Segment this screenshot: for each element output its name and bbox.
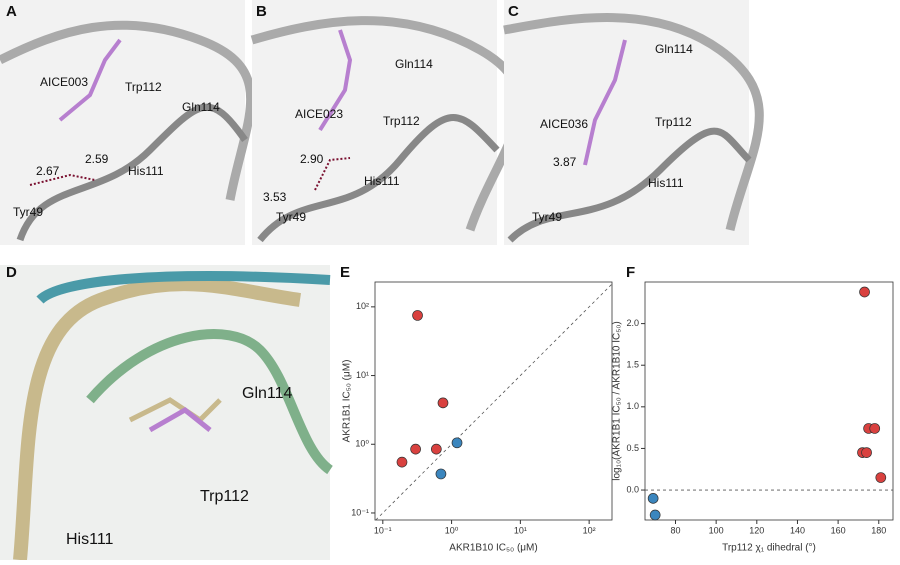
- residue-label: Tyr49: [532, 210, 562, 224]
- distance-label: 3.53: [263, 190, 287, 204]
- residue-label: Tyr49: [276, 210, 306, 224]
- x-tick-label: 10¹: [514, 525, 527, 535]
- x-axis-label: AKR1B10 IC₅₀ (μM): [449, 543, 537, 554]
- x-tick-label: 120: [749, 525, 764, 535]
- identity-line: [375, 283, 613, 521]
- structure-c: [503, 0, 764, 245]
- y-tick-label: 10⁰: [355, 439, 369, 449]
- y-tick-label: 1.0: [626, 401, 639, 411]
- data-point: [875, 472, 887, 483]
- chart: E 10⁻¹ 10⁰ 10¹ 10² 10⁻¹ 10⁰ 10¹ 10² AKR1B10 IC₅₀ …: [340, 264, 613, 554]
- residue-label: His111: [128, 164, 164, 178]
- data-point: [435, 468, 447, 480]
- y-axis-label: log₁₀(AKR1B1 IC₅₀ / AKR1B10 IC₅₀): [612, 321, 623, 481]
- x-tick-label: 140: [790, 525, 805, 535]
- molecule-label: AICE003: [40, 75, 88, 89]
- distance-label: 2.90: [300, 152, 324, 166]
- residue-label: Trp112: [125, 80, 162, 94]
- y-tick-label: 2.0: [626, 318, 639, 328]
- x-tick-label: 160: [831, 525, 846, 535]
- panel-label: C: [508, 3, 519, 20]
- data-point: [869, 423, 881, 434]
- x-tick-label: 180: [871, 525, 886, 535]
- x-axis-label: Trp112 χ₁ dihedral (°): [722, 543, 816, 554]
- residue-label: Trp112: [383, 114, 420, 128]
- distance-label: 2.67: [36, 164, 60, 178]
- y-tick-label: 10⁻¹: [351, 507, 369, 517]
- structure-d: [0, 265, 334, 561]
- y-axis-label: AKR1B1 IC₅₀ (μM): [342, 360, 353, 443]
- panel-a-labels: A AICE003 Trp112 Gln114 2.67 2.59 His111…: [6, 3, 220, 219]
- y-tick-label: 10¹: [356, 370, 369, 380]
- panel-b-labels: B AICE023 Gln114 Trp112 3.53 2.90 His111…: [256, 3, 433, 224]
- panel-label: E: [340, 264, 350, 281]
- data-point: [649, 509, 661, 521]
- residue-label: Trp112: [200, 488, 249, 505]
- panel-label: F: [626, 264, 635, 281]
- residue-label: His111: [364, 174, 400, 188]
- plot-frame: [644, 281, 894, 521]
- data-point: [859, 286, 870, 298]
- x-tick-label: 10²: [583, 525, 596, 535]
- panel-c-labels: C AICE036 Gln114 Trp112 3.87 His111 Tyr4…: [508, 3, 693, 224]
- y-tick-label: 0.5: [626, 443, 639, 453]
- molecule-label: AICE023: [295, 107, 343, 121]
- residue-label: His111: [66, 531, 114, 548]
- panel-label: A: [6, 3, 17, 20]
- plot-frame: [374, 281, 613, 521]
- residue-label: His111: [648, 176, 684, 190]
- data-point: [396, 456, 408, 468]
- residue-label: Gln114: [242, 385, 293, 402]
- structure-b: [250, 0, 524, 245]
- x-tick-label: 10⁻¹: [374, 525, 392, 535]
- x-tick-label: 10⁰: [445, 525, 459, 535]
- residue-label: Trp112: [655, 115, 692, 129]
- residue-label: Gln114: [182, 100, 220, 114]
- panel-label: D: [6, 264, 17, 281]
- data-point: [437, 397, 449, 409]
- data-point: [410, 443, 421, 455]
- residue-label: Gln114: [395, 57, 433, 71]
- structure-a: [0, 0, 256, 245]
- data-point: [647, 493, 659, 504]
- distance-label: 3.87: [553, 155, 577, 169]
- y-tick-label: 10²: [356, 301, 369, 311]
- chart: F 80 100 120 140 160 180 0.0 0.5 1.0 1.5 2.0 Trp112 …: [612, 264, 894, 554]
- residue-label: Gln114: [655, 42, 693, 56]
- data-point: [412, 310, 423, 321]
- data-point: [861, 447, 872, 458]
- y-tick-label: 1.5: [626, 360, 639, 370]
- x-tick-label: 100: [709, 525, 724, 535]
- residue-label: Tyr49: [13, 205, 43, 219]
- panel-label: B: [256, 3, 267, 20]
- data-point: [451, 437, 463, 449]
- panel-d-labels: D Gln114 Trp112 His111: [6, 264, 293, 548]
- data-point: [430, 443, 442, 455]
- distance-label: 2.59: [85, 152, 109, 166]
- x-tick-label: 80: [670, 525, 680, 535]
- y-tick-label: 0.0: [626, 484, 639, 494]
- molecule-label: AICE036: [540, 117, 588, 131]
